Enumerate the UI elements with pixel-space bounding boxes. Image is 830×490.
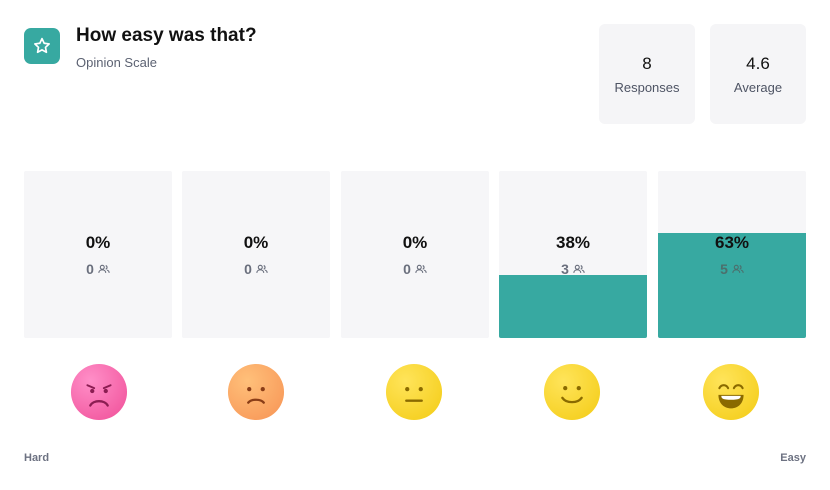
users-icon	[573, 264, 585, 273]
option-percent: 0%	[243, 233, 269, 252]
scale-high-label: Easy	[780, 452, 806, 464]
responses-count: 8	[642, 54, 652, 73]
average-stat: 4.6 Average	[710, 24, 806, 124]
option-percent: 38%	[555, 233, 591, 252]
option-percent: 0%	[402, 233, 428, 252]
option-percent: 63%	[714, 233, 750, 252]
option-fill-bar	[658, 232, 806, 338]
users-icon	[98, 264, 110, 273]
responses-label: Responses	[614, 80, 680, 95]
question-type-badge	[24, 28, 60, 64]
scale-low-label: Hard	[24, 452, 50, 464]
neutral-face-icon	[385, 363, 443, 421]
question-type-label: Opinion Scale	[76, 55, 157, 70]
grin-face-icon	[702, 363, 760, 421]
option-count: 0	[403, 261, 411, 277]
users-icon	[732, 264, 744, 273]
option-percent: 0%	[85, 233, 111, 252]
smile-face-icon	[543, 363, 601, 421]
option-card-3: 0% 0	[341, 171, 489, 338]
option-card-2: 0% 0	[182, 171, 330, 338]
option-count: 3	[561, 261, 569, 277]
users-icon	[415, 264, 427, 273]
average-label: Average	[733, 80, 783, 95]
option-fill-bar	[499, 274, 647, 338]
option-count: 0	[86, 261, 94, 277]
option-count: 0	[244, 261, 252, 277]
responses-stat: 8 Responses	[599, 24, 695, 124]
sad-face-icon	[227, 363, 285, 421]
users-icon	[256, 264, 268, 273]
option-count: 5	[720, 261, 728, 277]
option-card-5: 63% 5	[658, 171, 806, 338]
option-card-4: 38% 3	[499, 171, 647, 338]
average-value: 4.6	[746, 54, 770, 73]
star-icon	[34, 37, 51, 54]
option-card-1: 0% 0	[24, 171, 172, 338]
very-sad-face-icon	[70, 363, 128, 421]
question-title: How easy was that?	[76, 25, 257, 46]
